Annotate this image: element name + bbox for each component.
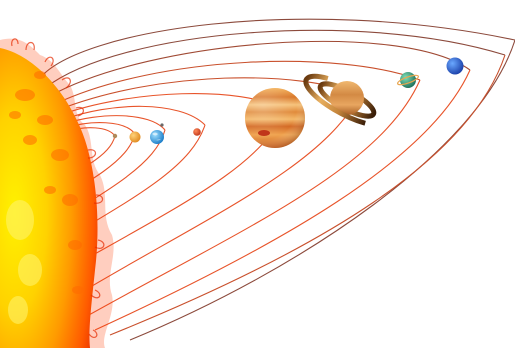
- sun-spot: [15, 89, 35, 101]
- orbit-line: [44, 29, 506, 89]
- planets: [112, 57, 464, 148]
- orbit-line: [49, 40, 471, 97]
- sun-spot: [68, 240, 82, 250]
- earth-icon: [150, 123, 164, 144]
- uranus-ring: [397, 74, 419, 86]
- sun-icon: [0, 38, 114, 348]
- sun-spot: [34, 71, 46, 79]
- prominence: [93, 194, 104, 204]
- earth-land: [152, 132, 161, 141]
- orbit-line: [54, 60, 421, 105]
- sun-spot: [51, 149, 69, 161]
- sun-highlight: [8, 296, 28, 324]
- prominence: [11, 38, 19, 47]
- prominence: [87, 149, 97, 159]
- saturn-globe: [330, 81, 364, 115]
- sun-spot: [37, 115, 53, 125]
- sun-spot: [44, 186, 56, 194]
- sun-prominences: [11, 38, 105, 338]
- prominence: [44, 56, 54, 67]
- mercury-icon: [112, 133, 118, 139]
- uranus-icon: [397, 72, 419, 88]
- uranus-globe: [400, 72, 416, 88]
- orbit-line: [59, 94, 361, 306]
- neptune-icon: [446, 57, 464, 75]
- sun-highlights: [6, 200, 42, 324]
- earth-globe: [150, 130, 164, 144]
- jupiter-icon: [245, 88, 305, 148]
- prominence: [61, 77, 71, 89]
- orbit-line: [79, 79, 421, 321]
- orbit-line: [39, 18, 515, 79]
- orbit-paths: [17, 18, 515, 341]
- sun-spot: [62, 194, 78, 206]
- venus-icon: [129, 131, 141, 143]
- saturn-ring-front: [303, 73, 366, 126]
- saturn-icon: [303, 73, 377, 126]
- sun-spot: [9, 111, 21, 119]
- orbit-line: [129, 39, 515, 341]
- sun-highlight: [18, 254, 42, 286]
- prominence: [90, 289, 101, 299]
- sun-spot: [23, 135, 37, 145]
- great-red-spot: [258, 130, 270, 136]
- orbit-line: [61, 105, 206, 126]
- mars-icon: [193, 128, 201, 136]
- prominence: [75, 106, 84, 117]
- sun-spot: [72, 286, 84, 294]
- moon-icon: [160, 123, 164, 127]
- sun-highlight: [6, 200, 34, 240]
- prominence: [25, 41, 35, 51]
- jupiter-shade: [245, 88, 305, 148]
- orbit-line: [109, 54, 506, 336]
- prominence: [88, 329, 98, 338]
- orbit-line: [94, 69, 471, 331]
- prominence: [94, 239, 105, 249]
- sun-spots: [9, 71, 84, 294]
